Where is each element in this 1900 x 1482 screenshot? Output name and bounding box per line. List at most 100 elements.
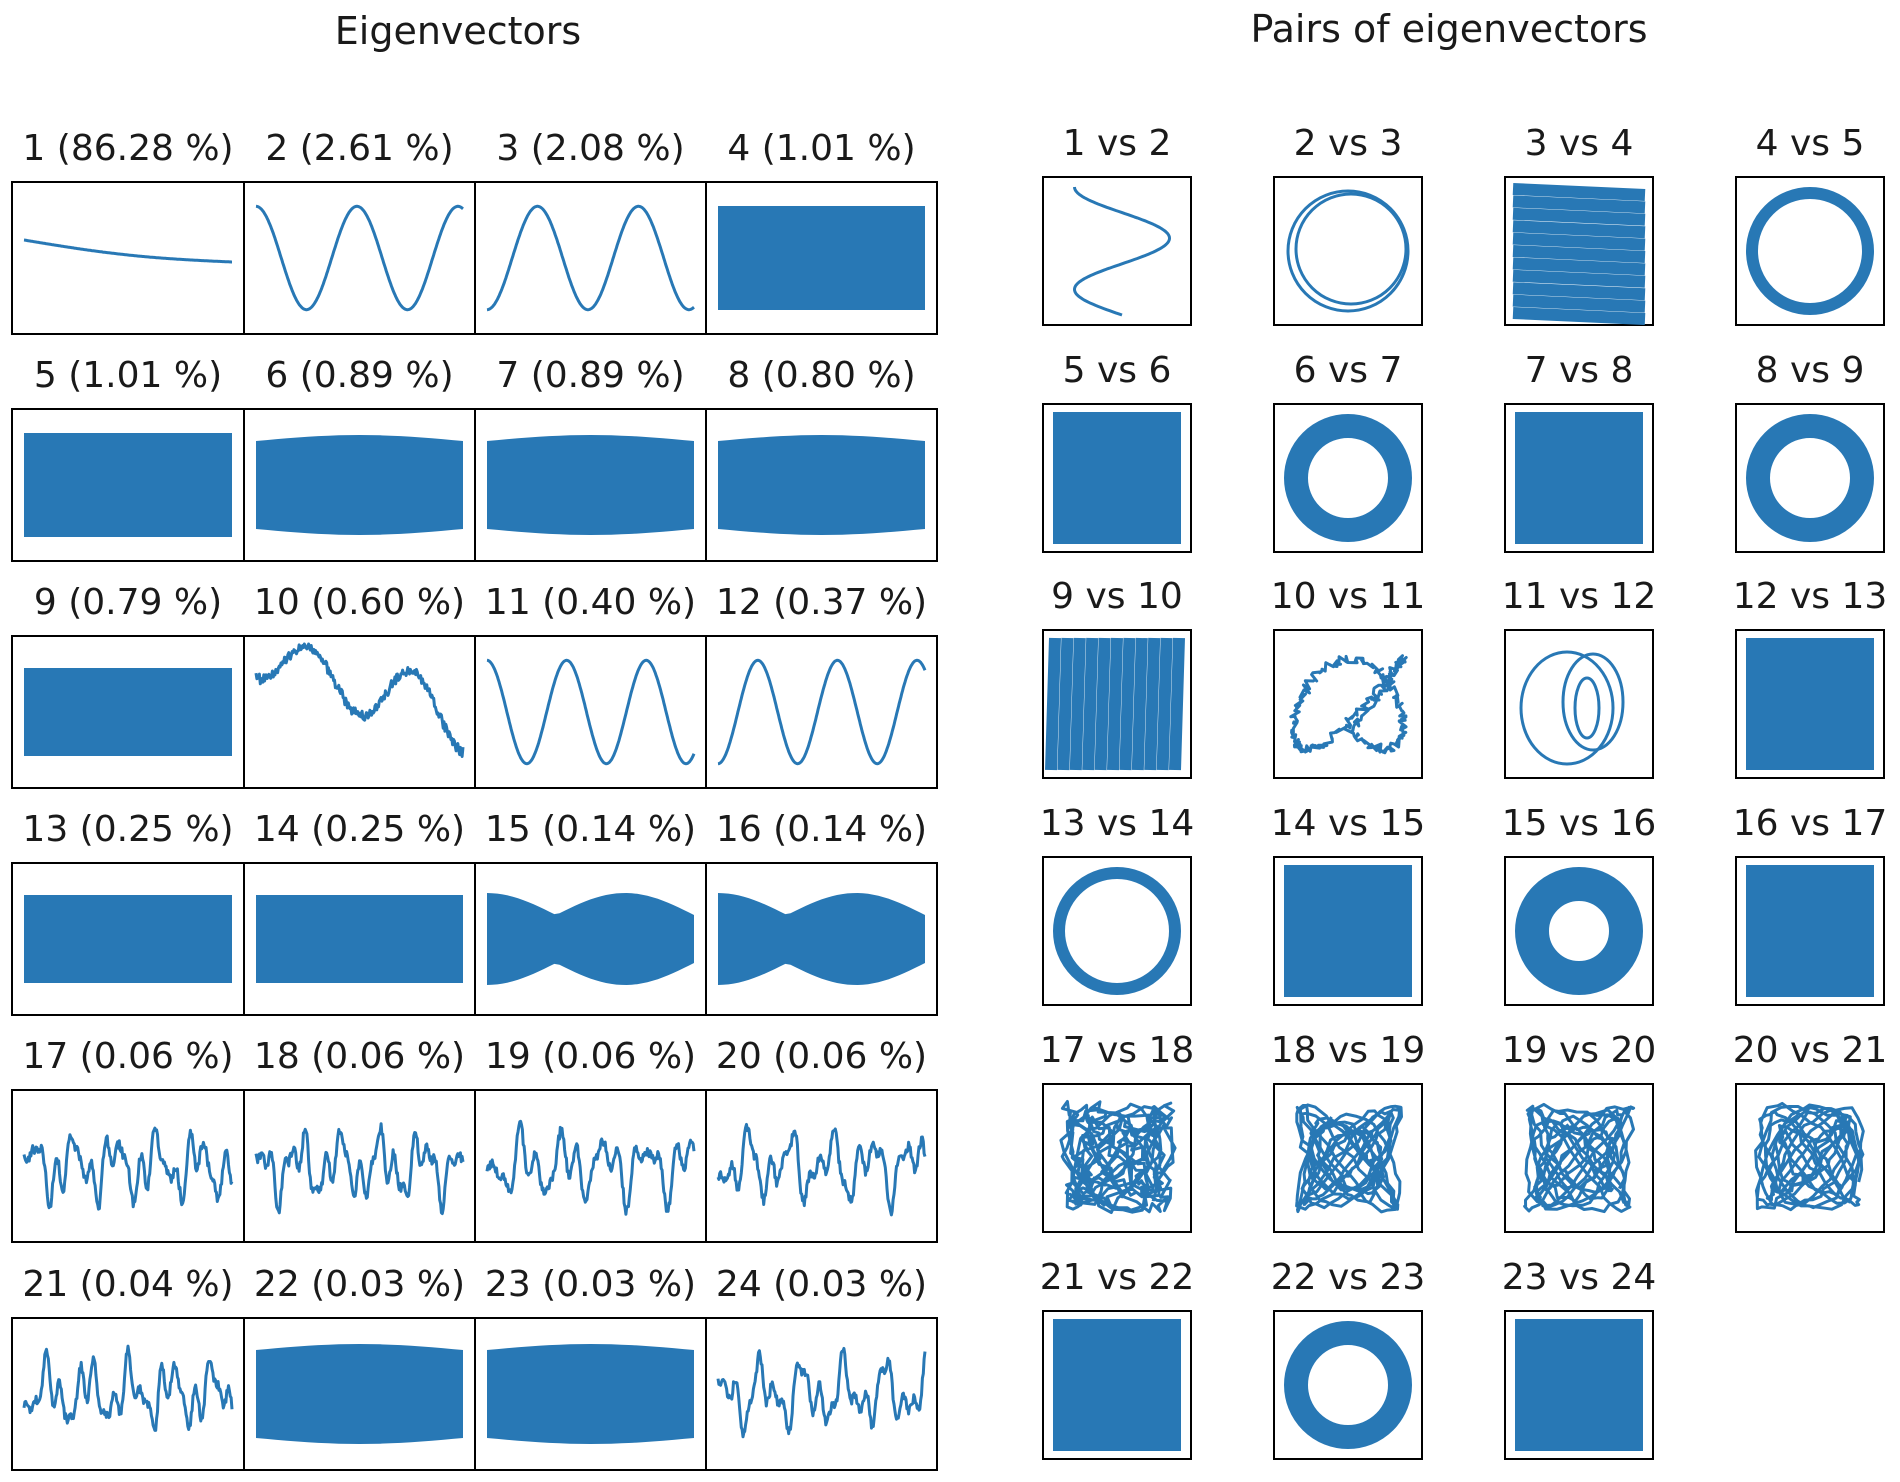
eigenvector-panel: 10 (0.60 %): [243, 582, 476, 789]
eigenvector-line: [255, 204, 464, 312]
panel-frame: [705, 862, 938, 1016]
eigenvector-band: [718, 893, 925, 985]
pair-panel: 9 vs 10: [1042, 576, 1192, 779]
panel-frame: [1273, 629, 1423, 779]
eigenvector-panel-title: 22 (0.03 %): [254, 1264, 465, 1305]
pair-ring: [1053, 867, 1181, 995]
pair-panel-title: 9 vs 10: [1051, 576, 1183, 617]
pair-panel-title: 8 vs 9: [1756, 350, 1865, 391]
pair-fill: [1515, 412, 1643, 544]
eigenvector-panel: 1 (86.28 %): [11, 128, 245, 335]
pair-panel: 20 vs 21: [1733, 1030, 1888, 1233]
eigenvector-panel-title: 5 (1.01 %): [34, 355, 222, 396]
pair-panel-title: 13 vs 14: [1040, 803, 1195, 844]
pair-panel: 5 vs 6: [1042, 350, 1192, 553]
pair-trajectory: [1523, 1102, 1636, 1214]
panel-frame: [1273, 1310, 1423, 1460]
pair-panel-title: 4 vs 5: [1756, 123, 1865, 164]
pair-panel: 12 vs 13: [1733, 576, 1887, 779]
pair-panel: 3 vs 4: [1504, 123, 1654, 326]
panel-frame: [1273, 856, 1423, 1006]
panel-frame: [1504, 403, 1654, 553]
eigenvector-panel: 3 (2.08 %): [474, 128, 707, 335]
eigenvector-band: [487, 435, 694, 535]
eigenvector-panel-title: 14 (0.25 %): [254, 809, 465, 850]
pair-panel: 7 vs 8: [1504, 350, 1654, 553]
eigenvector-panel: 4 (1.01 %): [705, 128, 938, 335]
eigenvector-panel: 23 (0.03 %): [474, 1264, 707, 1471]
pair-panel-title: 18 vs 19: [1271, 1030, 1426, 1071]
eigenvector-band: [256, 435, 463, 535]
eigenvector-panel-title: 21 (0.04 %): [22, 1264, 233, 1305]
eigenvector-panel-title: 13 (0.25 %): [22, 809, 233, 850]
pair-trajectory: [1286, 189, 1410, 313]
pair-panel-title: 15 vs 16: [1502, 803, 1657, 844]
pair-panels: 1 vs 2 2 vs 3 3 vs 4 4 vs 5 5 vs 6 6 vs 7 7 vs…: [1040, 123, 1888, 1460]
eigenvector-panel: 9 (0.79 %): [11, 582, 245, 789]
pair-panel: 13 vs 14: [1040, 803, 1195, 1006]
eigenvector-panel: 20 (0.06 %): [705, 1036, 938, 1243]
pair-trajectory: [1289, 654, 1408, 755]
pair-panel-title: 22 vs 23: [1271, 1257, 1426, 1298]
pair-trajectory: [1059, 1100, 1177, 1214]
pair-panel: 21 vs 22: [1040, 1257, 1194, 1460]
eigenvector-line: [717, 658, 927, 766]
eigenvector-panel-title: 9 (0.79 %): [34, 582, 222, 623]
pair-fill: [1746, 638, 1874, 770]
eigenvector-panel-title: 12 (0.37 %): [716, 582, 927, 623]
panel-frame: [1042, 629, 1192, 779]
pair-panel: 4 vs 5: [1735, 123, 1885, 326]
panel-frame: [1042, 403, 1192, 553]
eigenvector-panel: 18 (0.06 %): [243, 1036, 476, 1243]
pair-panel-title: 3 vs 4: [1525, 123, 1634, 164]
pair-ring: [1746, 414, 1874, 542]
pair-panel: 1 vs 2: [1042, 123, 1192, 326]
eigenvector-line: [716, 1346, 927, 1439]
pair-ring: [1746, 187, 1874, 315]
eigenvector-panel: 24 (0.03 %): [705, 1264, 938, 1471]
panel-frame: [1735, 856, 1885, 1006]
panel-frame: [1735, 176, 1885, 326]
panel-frame: [1042, 1310, 1192, 1460]
eigenvector-band: [256, 895, 463, 983]
panel-frame: [1042, 856, 1192, 1006]
eigenvector-panel-title: 1 (86.28 %): [22, 128, 233, 169]
pair-ring: [1284, 1321, 1412, 1449]
pair-trajectory: [1573, 676, 1601, 740]
eigenvector-line: [485, 1119, 696, 1216]
eigenvector-panel-title: 4 (1.01 %): [727, 128, 915, 169]
pair-fill: [1746, 865, 1874, 997]
panel-frame: [705, 408, 938, 562]
pair-panel-title: 20 vs 21: [1733, 1030, 1888, 1071]
eigenvector-line: [22, 1126, 234, 1211]
pair-panel: 19 vs 20: [1502, 1030, 1656, 1233]
pair-panel-title: 17 vs 18: [1040, 1030, 1195, 1071]
eigenvector-panel: 2 (2.61 %): [243, 128, 476, 335]
eigenvector-panel: 17 (0.06 %): [11, 1036, 245, 1243]
pair-panel-title: 23 vs 24: [1502, 1257, 1657, 1298]
eigenvector-line: [22, 1344, 234, 1432]
pair-panel-title: 14 vs 15: [1271, 803, 1426, 844]
pair-ring: [1515, 867, 1643, 995]
eigenvector-panel-title: 23 (0.03 %): [485, 1264, 696, 1305]
pair-panel: 15 vs 16: [1502, 803, 1657, 1006]
eigenvector-line: [254, 1122, 465, 1216]
eigenvector-panel-title: 3 (2.08 %): [496, 128, 684, 169]
pair-fill: [1515, 1319, 1643, 1451]
pair-panel-title: 10 vs 11: [1271, 576, 1426, 617]
pair-fill: [1053, 1319, 1181, 1451]
pair-panel: 6 vs 7: [1273, 350, 1423, 553]
pair-panel: 14 vs 15: [1271, 803, 1426, 1006]
panel-frame: [1504, 1083, 1654, 1233]
pair-panel: 18 vs 19: [1271, 1030, 1426, 1233]
eigenvector-panel: 8 (0.80 %): [705, 355, 938, 562]
panel-frame: [1273, 1083, 1423, 1233]
eigenvector-panel-title: 20 (0.06 %): [716, 1036, 927, 1077]
panel-frame: [1504, 856, 1654, 1006]
panel-frame: [1504, 1310, 1654, 1460]
eigenvector-panel-title: 6 (0.89 %): [265, 355, 453, 396]
eigenvector-line: [716, 1122, 927, 1217]
pair-panel-title: 1 vs 2: [1063, 123, 1172, 164]
eigenvector-panel: 5 (1.01 %): [11, 355, 245, 562]
